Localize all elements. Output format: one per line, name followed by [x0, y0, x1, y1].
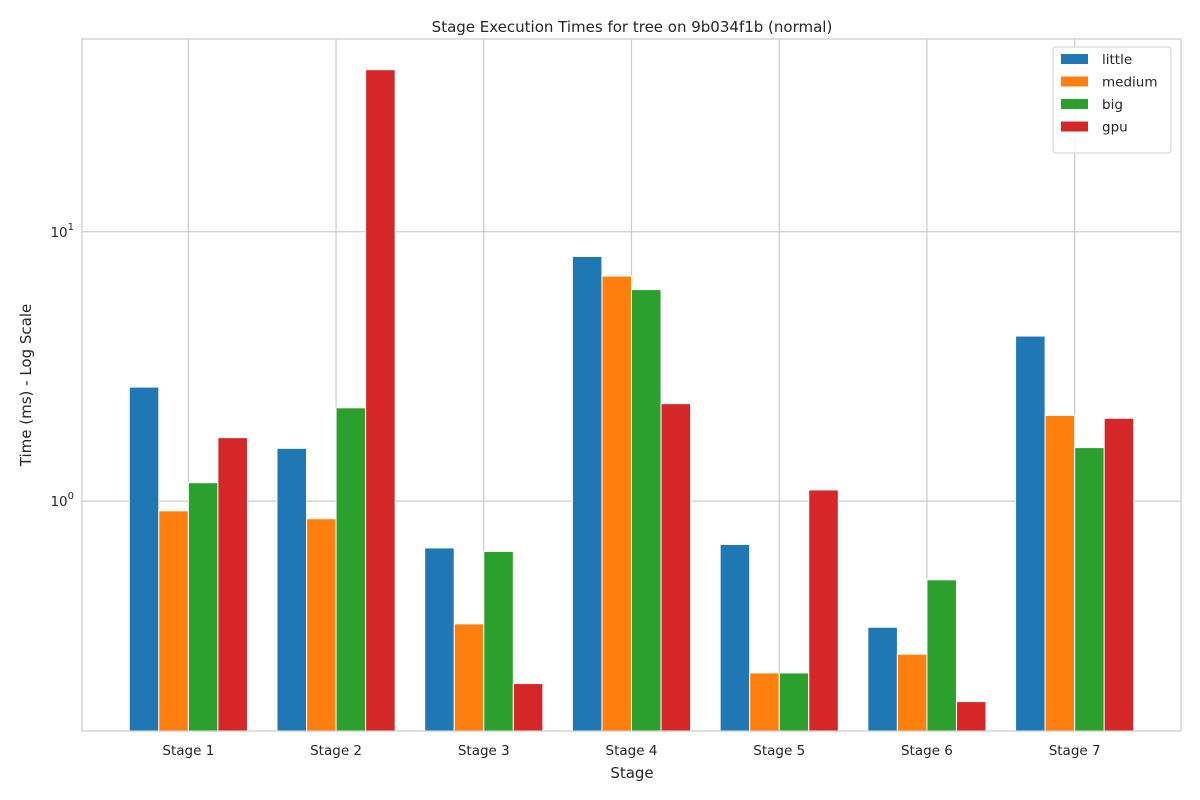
- x-tick-label: Stage 3: [458, 743, 510, 759]
- bar-big-4: [631, 289, 662, 732]
- plot-frame: [81, 38, 1182, 732]
- bar-gpu-6: [955, 701, 987, 732]
- bar-medium-4: [601, 275, 632, 732]
- bar-little-6: [867, 626, 898, 732]
- bar-gpu-7: [1103, 417, 1135, 732]
- bars: [128, 69, 1135, 732]
- legend-swatch-medium: [1061, 76, 1088, 87]
- y-axis-label: Time (ms) - Log Scale: [17, 304, 35, 467]
- x-tick-label: Stage 6: [901, 743, 953, 759]
- bar-little-3: [424, 547, 455, 732]
- bar-big-6: [926, 579, 957, 732]
- bar-gpu-3: [512, 683, 544, 732]
- legend-swatch-big: [1061, 99, 1088, 109]
- x-tick-label: Stage 2: [310, 743, 362, 759]
- legend-label-gpu: gpu: [1102, 120, 1128, 136]
- bar-little-5: [719, 543, 751, 732]
- legend: little medium big gpu: [1052, 46, 1172, 154]
- bar-medium-3: [453, 623, 485, 732]
- bar-big-2: [335, 407, 367, 732]
- bar-little-4: [571, 255, 603, 732]
- legend-swatch-little: [1061, 54, 1088, 64]
- y-tick-label: 100: [50, 491, 74, 510]
- chart-title: Stage Execution Times for tree on 9b034f…: [432, 18, 833, 36]
- x-tick-label: Stage 7: [1049, 743, 1101, 759]
- bar-big-7: [1074, 447, 1105, 732]
- x-axis-label: Stage: [610, 764, 653, 782]
- bar-big-5: [778, 672, 810, 732]
- x-tick-label: Stage 1: [162, 743, 214, 759]
- bar-medium-1: [158, 510, 189, 732]
- bar-medium-5: [749, 672, 780, 732]
- bar-gpu-4: [660, 403, 692, 732]
- legend-label-big: big: [1102, 97, 1123, 113]
- bar-gpu-5: [808, 489, 839, 732]
- legend-label-little: little: [1102, 52, 1132, 68]
- bar-little-7: [1015, 335, 1046, 732]
- bar-medium-7: [1044, 414, 1076, 732]
- bar-gpu-1: [217, 437, 248, 732]
- legend-swatch-gpu: [1061, 121, 1088, 132]
- x-tick-labels: Stage 1 Stage 2 Stage 3 Stage 4 Stage 5 Stage…: [162, 743, 1100, 759]
- bar-gpu-2: [365, 69, 396, 732]
- bar-big-1: [187, 482, 219, 732]
- bar-little-2: [276, 447, 308, 732]
- bar-big-3: [483, 550, 514, 732]
- y-tick-label: 101: [50, 222, 74, 241]
- x-tick-label: Stage 4: [606, 743, 658, 759]
- bar-medium-6: [896, 653, 928, 732]
- y-tick-labels: 100 101: [50, 222, 74, 510]
- x-tick-label: Stage 5: [753, 743, 805, 759]
- bar-little-1: [128, 386, 160, 732]
- legend-label-medium: medium: [1102, 75, 1157, 91]
- bar-medium-2: [306, 518, 337, 732]
